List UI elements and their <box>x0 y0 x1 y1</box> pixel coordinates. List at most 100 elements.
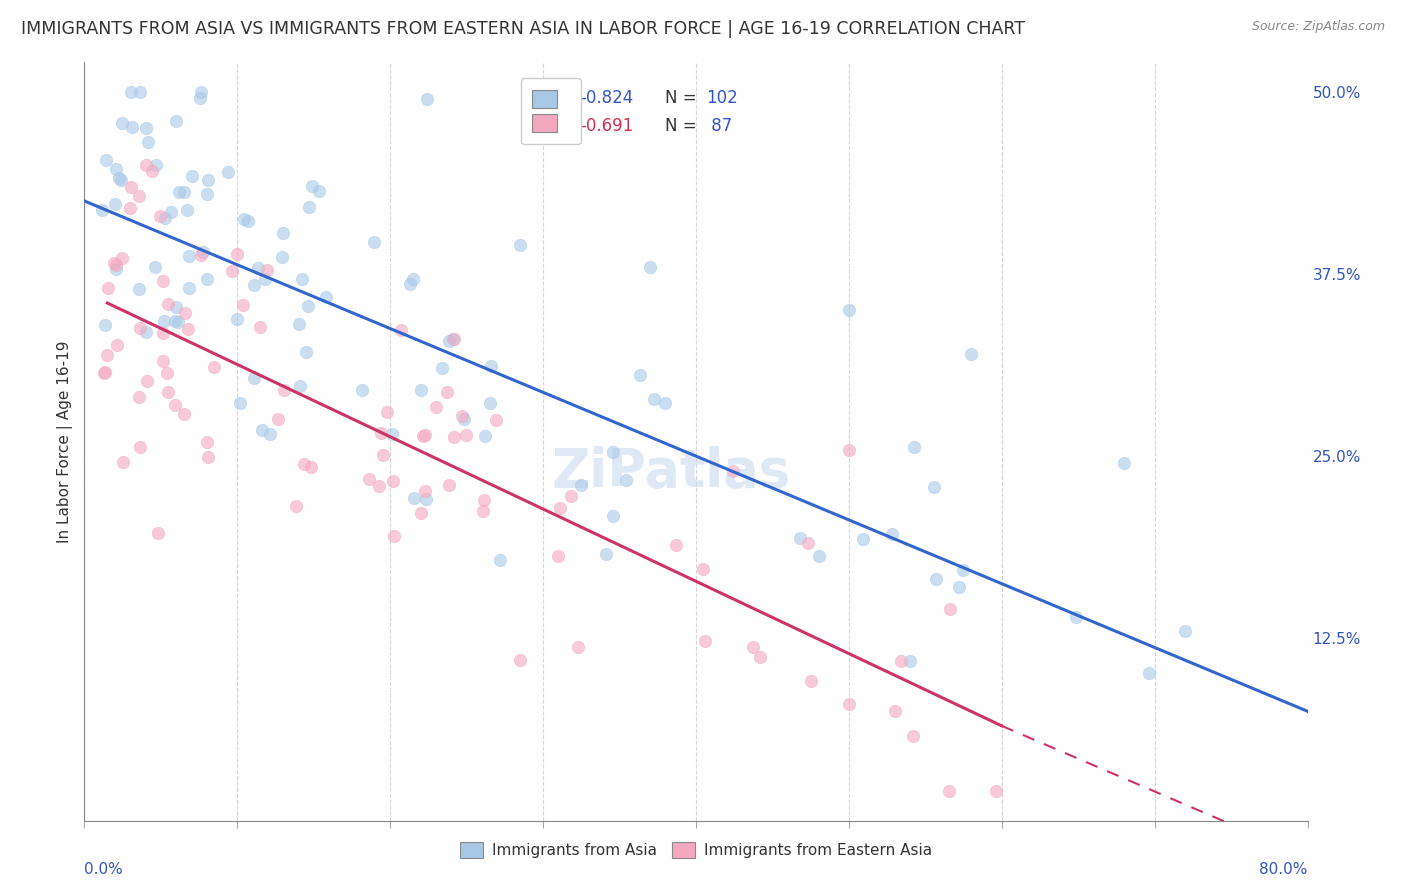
Point <box>381 426 404 441</box>
Point <box>415 491 437 506</box>
Point <box>169 185 191 199</box>
Point <box>136 374 159 388</box>
Point <box>120 179 142 194</box>
Point <box>226 247 249 261</box>
Point <box>195 434 218 449</box>
Point <box>128 85 150 99</box>
Point <box>165 113 187 128</box>
Point <box>152 326 174 341</box>
Point <box>412 428 434 442</box>
Point <box>128 390 150 404</box>
Point <box>295 345 318 359</box>
Point <box>488 553 510 567</box>
Point <box>415 484 437 499</box>
Point <box>381 474 404 488</box>
Point <box>350 383 373 397</box>
Point <box>602 444 624 458</box>
Point <box>229 396 252 410</box>
Point <box>370 426 392 441</box>
Point <box>898 654 921 668</box>
Point <box>135 326 157 340</box>
Point <box>111 251 134 265</box>
Point <box>901 729 924 743</box>
Text: N =: N = <box>665 89 702 107</box>
Point <box>411 383 433 397</box>
Point <box>159 204 181 219</box>
Point <box>550 501 572 516</box>
Point <box>614 474 637 488</box>
Point <box>409 506 432 520</box>
Point <box>415 427 437 442</box>
Point <box>165 314 187 328</box>
Point <box>157 297 180 311</box>
Point <box>882 527 904 541</box>
Point <box>443 430 465 444</box>
Text: 102: 102 <box>706 89 738 107</box>
Point <box>120 85 142 99</box>
Point <box>474 429 496 443</box>
Point <box>692 562 714 576</box>
Point <box>471 503 494 517</box>
Point <box>250 423 273 437</box>
Point <box>105 338 128 352</box>
Point <box>193 244 215 259</box>
Point <box>808 549 831 564</box>
Point <box>436 384 458 399</box>
Point <box>176 202 198 217</box>
Point <box>177 249 200 263</box>
Point <box>97 281 120 295</box>
Point <box>120 201 142 215</box>
Point <box>129 440 152 454</box>
Point <box>190 91 212 105</box>
Point <box>948 580 970 594</box>
Point <box>485 412 508 426</box>
Point <box>643 392 665 406</box>
Point <box>254 272 277 286</box>
Point <box>96 348 118 362</box>
Point <box>111 455 134 469</box>
Point <box>509 237 531 252</box>
Point <box>152 274 174 288</box>
Text: 87: 87 <box>706 117 733 135</box>
Point <box>103 197 125 211</box>
Point <box>105 258 128 272</box>
Text: -0.824: -0.824 <box>579 89 633 107</box>
Point <box>93 318 115 332</box>
Point <box>105 262 128 277</box>
Point <box>232 298 254 312</box>
Point <box>110 173 132 187</box>
Point <box>1114 457 1136 471</box>
Point <box>721 464 744 478</box>
Point <box>451 409 474 424</box>
Point <box>256 262 278 277</box>
Text: R =: R = <box>531 117 567 135</box>
Point <box>108 170 131 185</box>
Point <box>938 784 960 798</box>
Point <box>308 184 330 198</box>
Point <box>149 209 172 223</box>
Point <box>922 480 945 494</box>
Point <box>181 169 204 183</box>
Point <box>202 359 225 374</box>
Point <box>903 440 925 454</box>
Point <box>560 490 582 504</box>
Point <box>389 322 412 336</box>
Text: IMMIGRANTS FROM ASIA VS IMMIGRANTS FROM EASTERN ASIA IN LABOR FORCE | AGE 16-19 : IMMIGRANTS FROM ASIA VS IMMIGRANTS FROM … <box>21 20 1025 37</box>
Point <box>173 407 195 421</box>
Point <box>217 165 239 179</box>
Point <box>233 212 256 227</box>
Text: -0.691: -0.691 <box>579 117 633 135</box>
Point <box>472 492 495 507</box>
Point <box>197 172 219 186</box>
Y-axis label: In Labor Force | Age 16-19: In Labor Force | Age 16-19 <box>58 340 73 543</box>
Point <box>153 314 176 328</box>
Point <box>638 260 661 274</box>
Point <box>103 256 125 270</box>
Point <box>167 315 190 329</box>
Point <box>404 491 426 506</box>
Point <box>454 427 477 442</box>
Point <box>437 334 460 348</box>
Text: 0.0%: 0.0% <box>84 863 124 878</box>
Text: ZiPatlas: ZiPatlas <box>553 446 792 498</box>
Point <box>402 271 425 285</box>
